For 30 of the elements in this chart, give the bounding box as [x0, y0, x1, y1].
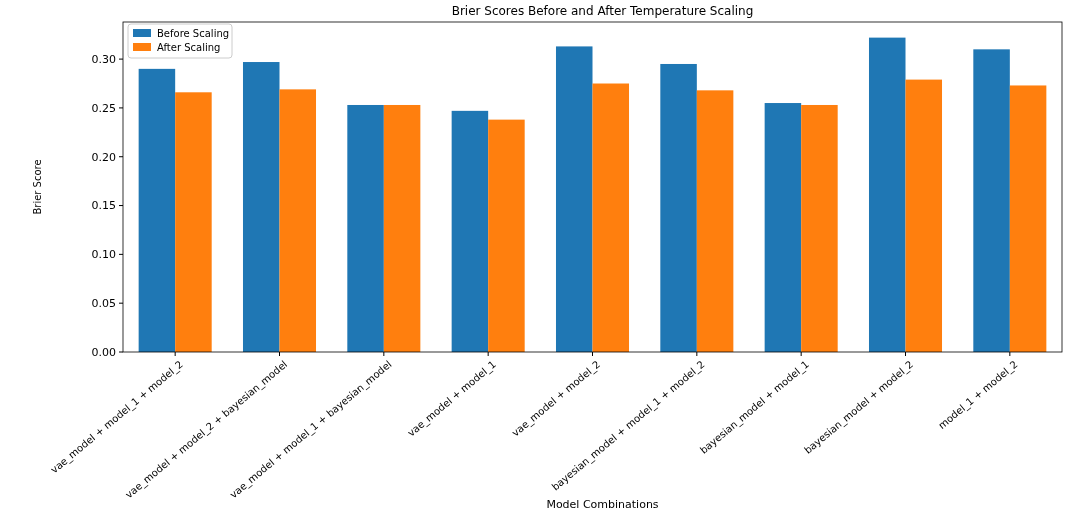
y-axis-title: Brier Score: [32, 159, 43, 215]
y-tick-label: 0.00: [91, 345, 116, 359]
bar: [175, 92, 212, 352]
bar: [1009, 85, 1047, 352]
y-tick-label: 0.10: [91, 248, 116, 262]
legend-label: After Scaling: [157, 41, 221, 53]
x-axis-title: Model Combinations: [546, 498, 659, 511]
bar: [660, 63, 697, 352]
y-tick-label: 0.20: [91, 150, 116, 164]
bar: [347, 104, 384, 352]
bar: [138, 68, 176, 352]
y-tick-label: 0.15: [91, 199, 116, 213]
bar: [279, 89, 317, 352]
chart-title: Brier Scores Before and After Temperature Scaling: [451, 4, 754, 18]
bar: [555, 46, 593, 352]
y-tick-label: 0.25: [91, 101, 116, 115]
bar: [764, 103, 802, 352]
bar: [973, 49, 1010, 352]
bar: [801, 104, 838, 352]
bar: [592, 83, 630, 352]
y-tick-label: 0.05: [91, 297, 116, 311]
y-tick-label: 0.30: [91, 52, 116, 66]
bar: [868, 37, 906, 352]
bar: [696, 90, 734, 352]
bar: [242, 62, 280, 352]
bar: [451, 110, 489, 352]
bar: [905, 79, 943, 352]
bar: [383, 104, 421, 352]
bar: [488, 119, 525, 352]
legend-label: Before Scaling: [157, 27, 230, 39]
